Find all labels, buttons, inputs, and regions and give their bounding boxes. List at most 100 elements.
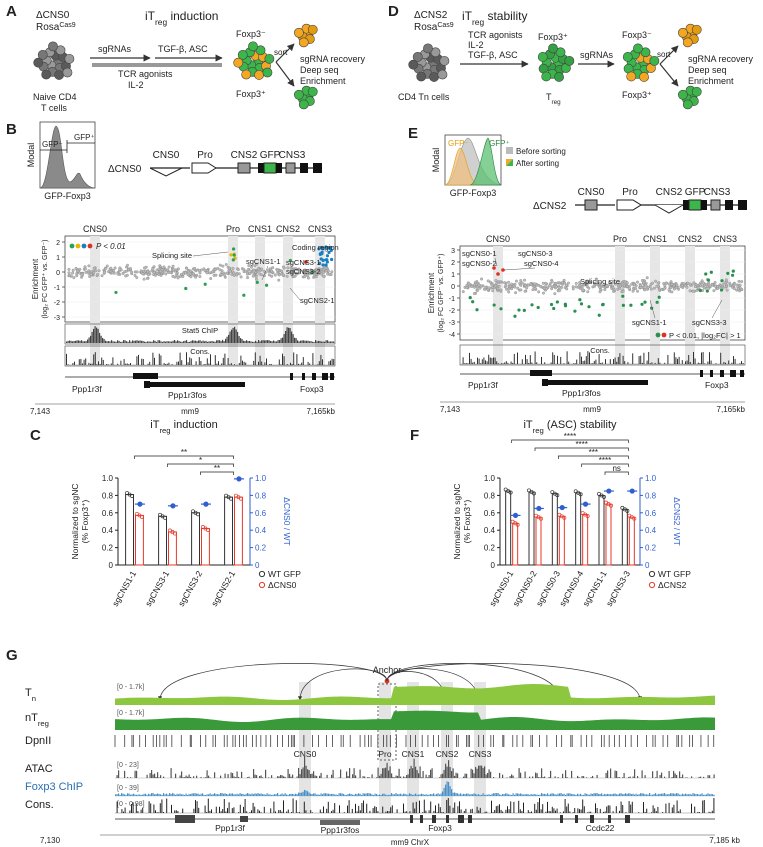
highlight-point: [530, 303, 534, 307]
significance-bracket: [557, 455, 629, 459]
y-tick-label: 1.0: [102, 474, 114, 483]
chip-bar: [475, 794, 477, 796]
gene: [150, 382, 245, 387]
atac-bar: [308, 770, 310, 778]
scatter-point: [84, 270, 88, 274]
cons-bar: [327, 801, 329, 813]
histogram: [39, 125, 96, 189]
cons-bar: [243, 806, 244, 813]
atac-bar: [562, 773, 564, 778]
label: Pro: [622, 187, 638, 198]
chip-bar: [117, 340, 119, 343]
cons-bar: [711, 810, 713, 813]
chip-bar: [601, 793, 603, 796]
chip-bar: [151, 341, 153, 343]
atac-bar: [320, 772, 322, 778]
chip-bar: [158, 793, 160, 796]
chip-bar: [118, 793, 120, 796]
chip-bar: [314, 793, 316, 796]
chip-bar: [333, 341, 335, 343]
scatter-point: [548, 284, 552, 288]
cons-bar: [465, 363, 467, 364]
chip-bar: [580, 793, 582, 796]
chip-bar: [169, 793, 171, 796]
ratio-point: [236, 476, 242, 482]
scatter-point: [712, 289, 716, 293]
cons-bar: [150, 803, 152, 813]
atac-bar: [473, 773, 475, 778]
chip-bar: [464, 794, 466, 796]
cons-bar: [251, 810, 252, 813]
exon: [302, 373, 305, 380]
cons-bar: [513, 801, 515, 813]
cons-bar: [484, 811, 486, 813]
chip-bar: [332, 793, 334, 796]
label: sgCNS0-1: [462, 249, 497, 258]
chip-bar: [259, 341, 261, 343]
label: CNS2: [276, 224, 300, 234]
scatter-point: [654, 279, 657, 283]
bar: [598, 494, 605, 566]
scatter-point: [507, 290, 511, 294]
chip-bar: [148, 341, 150, 343]
chip-bar: [341, 793, 343, 796]
chip-bar: [258, 340, 260, 343]
chip-bar: [142, 794, 144, 796]
chip-bar: [674, 793, 676, 796]
scatter-point: [491, 289, 495, 293]
cons-bar: [713, 798, 715, 813]
atac-bar: [383, 768, 385, 778]
scatter-point: [696, 286, 700, 290]
bar: [582, 514, 589, 566]
cons-bar: [497, 805, 499, 813]
atac-bar: [490, 771, 492, 778]
chip-bar: [263, 794, 265, 796]
chip-bar: [649, 793, 651, 796]
chip-bar: [249, 340, 251, 343]
label: CNS0: [578, 187, 605, 198]
scatter-point: [247, 264, 251, 268]
scatter-point: [324, 266, 328, 270]
chip-bar: [494, 793, 496, 796]
atac-bar: [316, 775, 318, 778]
cons-bar: [195, 800, 196, 813]
label: GFP: [685, 187, 706, 198]
label: 1: [56, 255, 60, 262]
significance-bracket: [200, 471, 234, 475]
atac-bar: [157, 772, 159, 778]
chip-bar: [199, 794, 201, 796]
chip-bar: [581, 794, 583, 796]
cons-bar: [414, 808, 416, 813]
cons-bar: [163, 363, 165, 365]
atac-bar: [248, 776, 250, 778]
exon: [740, 370, 744, 377]
chip-bar: [527, 794, 529, 796]
chip-bar: [331, 793, 333, 796]
scatter-point: [286, 266, 290, 270]
chip-bar: [162, 341, 164, 343]
highlight-point: [468, 296, 472, 300]
cons-bar: [334, 803, 336, 813]
atac-bar: [641, 770, 643, 778]
scatter-point: [326, 269, 330, 273]
scatter-point: [167, 265, 171, 269]
bar: [575, 492, 582, 566]
chip-bar: [220, 341, 222, 343]
chip-bar: [244, 794, 246, 796]
cons-bar: [708, 811, 710, 813]
replicate: [625, 508, 630, 513]
atac-bar: [709, 775, 711, 778]
cons-bar: [382, 806, 384, 813]
cons-bar: [567, 803, 569, 813]
atac-bar: [427, 777, 429, 778]
cons-bar: [510, 361, 512, 364]
chip-bar: [102, 337, 104, 343]
cons-bar: [409, 811, 411, 813]
highlight-point: [264, 283, 269, 287]
scatter-point: [695, 288, 699, 292]
cons-bar: [243, 361, 245, 365]
scatter-point: [465, 285, 469, 289]
label: After sorting: [516, 159, 559, 168]
chip-bar: [136, 340, 138, 343]
atac-bar: [571, 770, 573, 778]
